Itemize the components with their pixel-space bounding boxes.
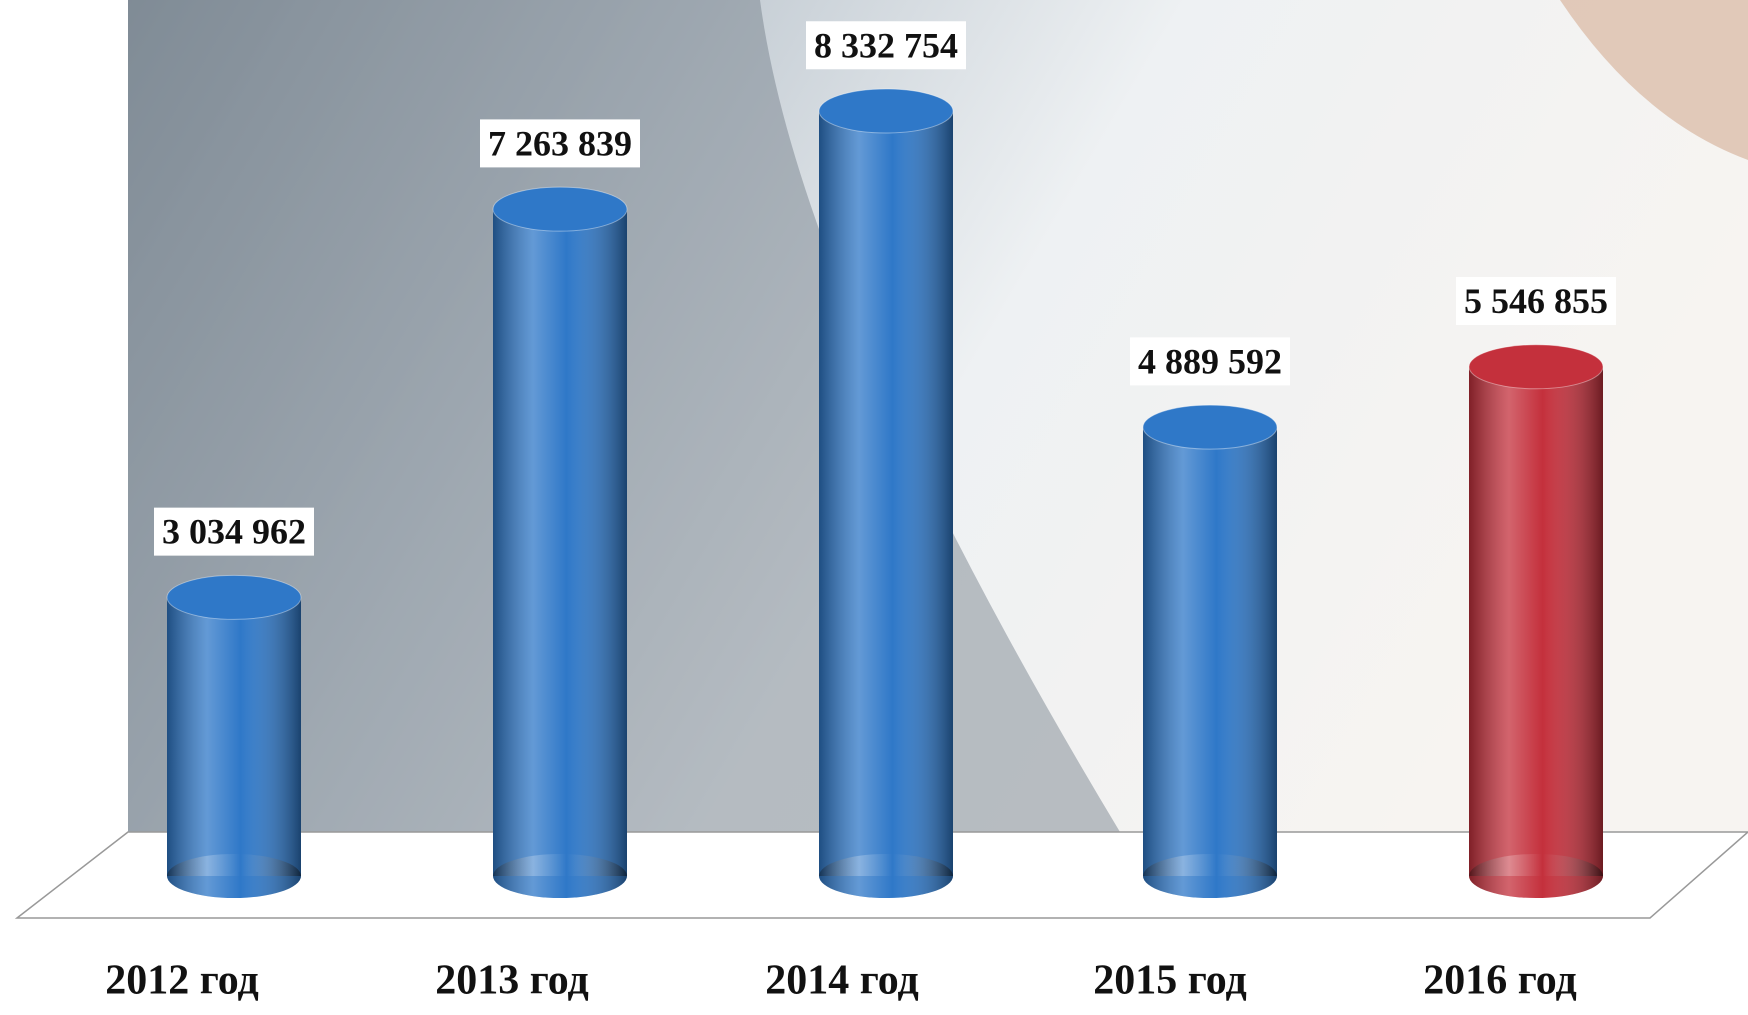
x-tick-label: 2013 год [435, 958, 589, 1004]
bar-top [1468, 344, 1604, 390]
x-tick-label: 2015 год [1093, 958, 1247, 1004]
bar-top [1142, 404, 1278, 450]
value-label-box [806, 21, 966, 70]
value-label-box [1456, 277, 1616, 326]
x-tick-label: 2012 год [105, 958, 259, 1004]
x-tick-label: 2014 год [765, 958, 919, 1004]
value-label-box [154, 507, 314, 556]
value-label: 8 332 754 [814, 25, 958, 65]
bar-shade [167, 597, 301, 876]
value-label-box [480, 119, 640, 168]
bar-top [492, 186, 628, 232]
bar-top [166, 574, 302, 620]
bar-shade [1143, 427, 1277, 876]
value-label-box [1130, 337, 1290, 386]
bar-shade [1469, 366, 1603, 876]
bar-shade [819, 111, 953, 876]
bar-shade [493, 209, 627, 876]
hand-shape [1560, 0, 1748, 160]
value-label: 4 889 592 [1138, 341, 1282, 381]
bar-top [818, 88, 954, 134]
value-label: 7 263 839 [488, 123, 632, 163]
x-tick-label: 2016 год [1423, 958, 1577, 1004]
value-label: 3 034 962 [162, 512, 306, 552]
value-label: 5 546 855 [1464, 281, 1608, 321]
